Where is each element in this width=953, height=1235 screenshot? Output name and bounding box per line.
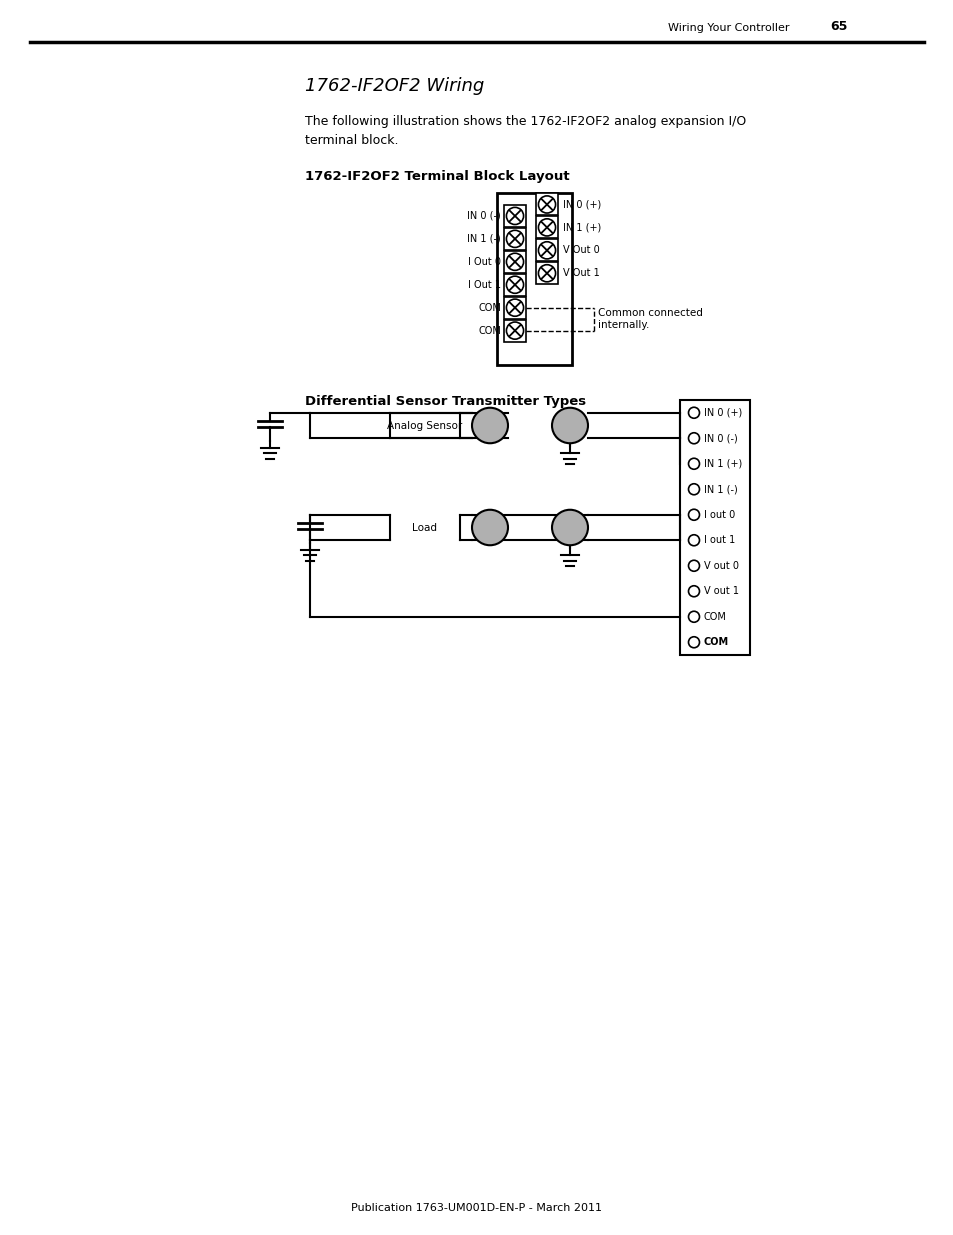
Text: V Out 1: V Out 1 bbox=[562, 268, 599, 278]
Circle shape bbox=[506, 322, 523, 340]
Circle shape bbox=[506, 253, 523, 270]
Text: I Out 1: I Out 1 bbox=[468, 280, 500, 290]
Text: IN 0 (+): IN 0 (+) bbox=[562, 200, 600, 210]
Circle shape bbox=[537, 242, 555, 259]
Text: COM: COM bbox=[477, 303, 500, 312]
Bar bbox=[503, 296, 525, 319]
Circle shape bbox=[688, 408, 699, 419]
Bar bbox=[536, 194, 558, 215]
Circle shape bbox=[688, 484, 699, 495]
Text: 65: 65 bbox=[829, 20, 846, 33]
Text: COM: COM bbox=[703, 637, 728, 647]
Text: I out 0: I out 0 bbox=[703, 510, 735, 520]
Bar bbox=[536, 216, 558, 238]
Circle shape bbox=[506, 277, 523, 294]
Text: I out 1: I out 1 bbox=[703, 535, 735, 545]
Circle shape bbox=[688, 535, 699, 546]
Ellipse shape bbox=[472, 510, 507, 545]
Text: COM: COM bbox=[703, 611, 726, 621]
Bar bbox=[503, 251, 525, 273]
Bar bbox=[536, 240, 558, 262]
Text: IN 0 (-): IN 0 (-) bbox=[703, 433, 737, 443]
Text: V Out 0: V Out 0 bbox=[562, 246, 599, 256]
Text: The following illustration shows the 1762-IF2OF2 analog expansion I/O
terminal b: The following illustration shows the 176… bbox=[305, 115, 745, 147]
Bar bbox=[536, 262, 558, 284]
Bar bbox=[679, 400, 749, 655]
Text: IN 1 (+): IN 1 (+) bbox=[703, 458, 741, 469]
Text: Wiring Your Controller: Wiring Your Controller bbox=[668, 23, 789, 33]
Text: V out 0: V out 0 bbox=[703, 561, 739, 571]
Circle shape bbox=[688, 561, 699, 572]
Text: IN 0 (-): IN 0 (-) bbox=[467, 211, 500, 221]
Text: IN 0 (+): IN 0 (+) bbox=[703, 408, 741, 417]
Circle shape bbox=[688, 585, 699, 597]
Ellipse shape bbox=[552, 408, 587, 443]
Bar bbox=[503, 228, 525, 249]
Text: Analog Sensor: Analog Sensor bbox=[387, 420, 462, 431]
Circle shape bbox=[688, 432, 699, 443]
Bar bbox=[503, 320, 525, 342]
Circle shape bbox=[688, 637, 699, 647]
Text: IN 1 (-): IN 1 (-) bbox=[467, 233, 500, 243]
Text: Publication 1763-UM001D-EN-P - March 2011: Publication 1763-UM001D-EN-P - March 201… bbox=[351, 1203, 602, 1213]
Ellipse shape bbox=[552, 510, 587, 545]
Bar bbox=[497, 193, 572, 366]
Circle shape bbox=[688, 509, 699, 520]
Text: 1762-IF2OF2 Wiring: 1762-IF2OF2 Wiring bbox=[305, 77, 484, 95]
Bar bbox=[503, 205, 525, 227]
Circle shape bbox=[506, 230, 523, 247]
Circle shape bbox=[688, 611, 699, 622]
Circle shape bbox=[688, 458, 699, 469]
Bar bbox=[503, 274, 525, 295]
Circle shape bbox=[506, 207, 523, 225]
Text: IN 1 (-): IN 1 (-) bbox=[703, 484, 737, 494]
Text: Common connected
internally.: Common connected internally. bbox=[598, 309, 702, 330]
Circle shape bbox=[537, 219, 555, 236]
Text: V out 1: V out 1 bbox=[703, 587, 739, 597]
Circle shape bbox=[506, 299, 523, 316]
Text: COM: COM bbox=[477, 326, 500, 336]
Ellipse shape bbox=[472, 408, 507, 443]
Circle shape bbox=[537, 196, 555, 214]
Circle shape bbox=[537, 264, 555, 282]
Text: 1762-IF2OF2 Terminal Block Layout: 1762-IF2OF2 Terminal Block Layout bbox=[305, 170, 569, 183]
Text: Load: Load bbox=[412, 522, 437, 532]
Text: Differential Sensor Transmitter Types: Differential Sensor Transmitter Types bbox=[305, 395, 585, 408]
Text: I Out 0: I Out 0 bbox=[468, 257, 500, 267]
Text: IN 1 (+): IN 1 (+) bbox=[562, 222, 600, 232]
